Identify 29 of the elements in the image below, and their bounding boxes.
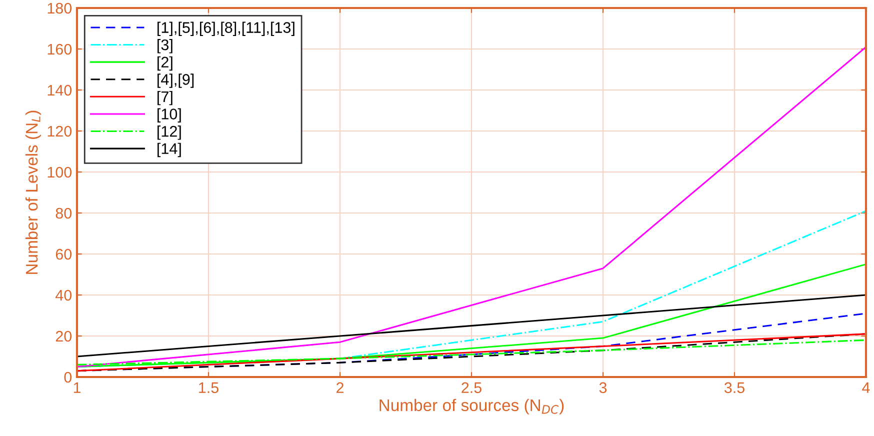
- x-tick-label: 3.5: [724, 382, 744, 394]
- y-tick-label: 40: [56, 290, 72, 301]
- x-tick-label: 2.5: [462, 382, 482, 394]
- y-tick-label: 100: [48, 166, 72, 178]
- legend-label: [14]: [158, 142, 181, 158]
- x-tick-label: 1: [74, 382, 81, 393]
- x-axis-title: Number of sources (N$_{DC}$): [380, 398, 564, 414]
- y-tick-label: 160: [48, 44, 72, 55]
- legend-label: [3]: [158, 39, 172, 54]
- legend-label: [12]: [158, 126, 181, 140]
- x-tick-label: 2: [336, 382, 344, 393]
- y-axis-title: Number of Levels (N$_{L}$): [25, 110, 41, 274]
- x-tick-label: 4: [862, 382, 870, 393]
- y-tick-label: 120: [48, 126, 72, 137]
- y-tick-label: 0: [64, 372, 72, 383]
- legend-label: [7]: [158, 90, 172, 106]
- x-tick-label: 1.5: [199, 382, 218, 394]
- line-series: [77, 294, 866, 358]
- y-tick-label: 20: [56, 330, 72, 342]
- y-tick-label: 180: [48, 2, 72, 14]
- legend-label: [2]: [158, 56, 172, 71]
- x-tick-label: 3: [599, 382, 607, 394]
- legend-label: [10]: [158, 108, 181, 122]
- legend-label: [4],[9]: [158, 74, 194, 88]
- y-tick-label: 140: [48, 84, 72, 96]
- legend-label: [1],[5],[6],[8],[11],[13]: [158, 22, 294, 36]
- line-series: [77, 333, 866, 372]
- y-tick-label: 60: [56, 248, 72, 260]
- y-tick-label: 80: [56, 208, 72, 219]
